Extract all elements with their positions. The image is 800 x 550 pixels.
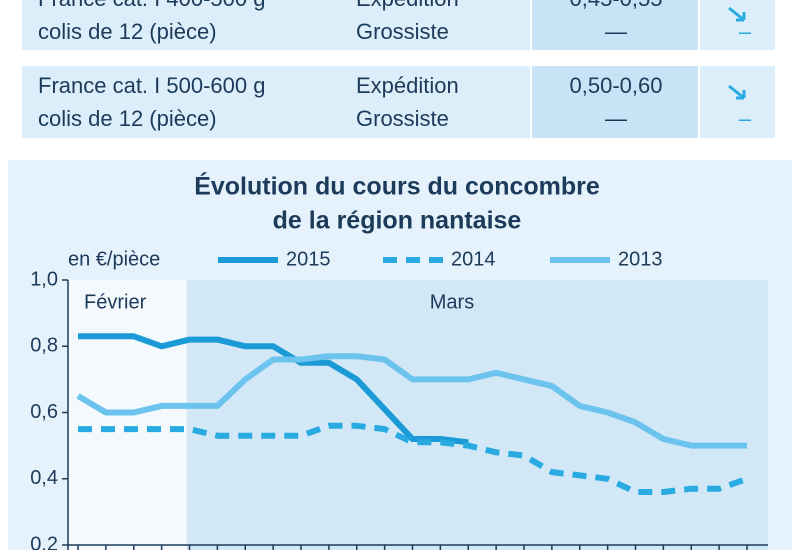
- stage-label: Grossiste: [356, 19, 449, 44]
- chart: Février Mars Évolution du cours du concomb…: [30, 172, 768, 550]
- cell-bg: [700, 0, 775, 50]
- stage-label: Grossiste: [356, 106, 449, 131]
- y-tick-label: 1,0: [30, 268, 58, 290]
- legend-label: 2015: [286, 248, 331, 270]
- y-tick-label: 0,2: [30, 533, 58, 550]
- chart-title: Évolution du cours du concombre: [194, 172, 600, 201]
- annotation: Mars: [430, 291, 474, 313]
- annotation: Février: [84, 291, 147, 313]
- legend-label: 2013: [618, 248, 663, 270]
- price-label: —: [605, 106, 627, 131]
- cell-bg: [700, 66, 775, 138]
- cell-bg: [22, 66, 530, 138]
- series-line: [76, 353, 747, 449]
- price-label: 0,45-0,55: [570, 0, 663, 11]
- y-tick-label: 0,4: [30, 467, 58, 489]
- product-label: France cat. I 400-500 g: [38, 0, 265, 11]
- trend-arrow: [728, 6, 746, 22]
- trend-arrow: [728, 84, 746, 100]
- y-tick-label: 0,8: [30, 335, 58, 357]
- cell-bg: [532, 0, 698, 50]
- stage-label: Expédition: [356, 0, 459, 11]
- chart-title: de la région nantaise: [273, 207, 522, 235]
- y-tick-label: 0,6: [30, 401, 58, 423]
- cell-bg: [22, 0, 530, 50]
- price-label: 0,50-0,60: [570, 73, 663, 98]
- series-line: [78, 333, 469, 446]
- trend-label: –: [739, 19, 752, 44]
- price-label: —: [605, 19, 627, 44]
- product-label: colis de 12 (pièce): [38, 106, 217, 131]
- period-band: [186, 280, 768, 550]
- legend-label: 2014: [451, 248, 496, 270]
- product-label: colis de 12 (pièce): [38, 19, 217, 44]
- stage-label: Expédition: [356, 73, 459, 98]
- y-axis-label: en €/pièce: [68, 248, 160, 270]
- cell-bg: [532, 66, 698, 138]
- trend-label: –: [739, 106, 752, 131]
- product-label: France cat. I 500-600 g: [38, 73, 265, 98]
